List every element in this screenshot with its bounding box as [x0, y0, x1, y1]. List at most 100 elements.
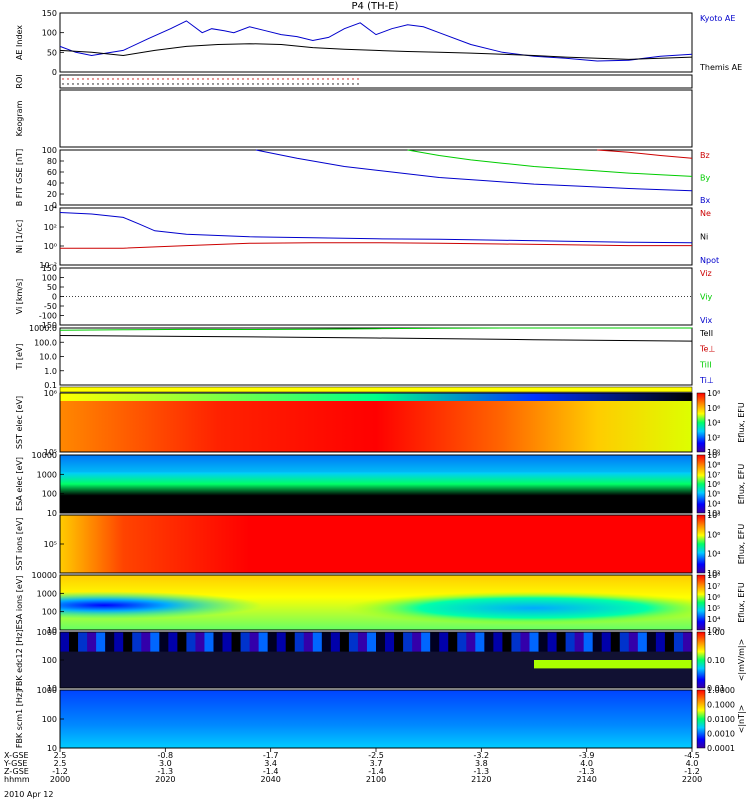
- heatmap-sst-elec-top: [60, 393, 692, 401]
- roi-flag: [267, 78, 269, 80]
- ylabel-ae: AE Index: [15, 25, 24, 60]
- ephemeris-value: 3.4: [264, 759, 277, 768]
- ephemeris-value: 4.0: [686, 759, 699, 768]
- fbk-edc-strip: [213, 632, 224, 652]
- ephemeris-value: -1.7: [263, 751, 279, 760]
- fbk-edc-strip: [682, 632, 693, 652]
- roi-flag: [217, 83, 219, 85]
- roi-flag: [307, 83, 309, 85]
- roi-flag: [167, 78, 169, 80]
- heatmap-esa-ions-blob2: [60, 575, 692, 630]
- roi-flag: [187, 83, 189, 85]
- series-teii: [59, 335, 693, 342]
- ytick: 10: [47, 684, 57, 693]
- ylabel-esa_i: ESA ions [eV]: [15, 576, 24, 630]
- roi-flag: [247, 83, 249, 85]
- fbk-edc-strip: [150, 632, 160, 652]
- roi-flag: [117, 78, 119, 80]
- panel-frame: [59, 149, 693, 206]
- ytick: -150: [39, 321, 57, 330]
- legend-teii: TeII: [699, 329, 713, 338]
- colorbar-tick: 10⁶: [707, 593, 720, 602]
- colorbar-tick: 10⁶: [707, 480, 720, 489]
- ytick: 10⁵: [44, 448, 57, 457]
- roi-flag: [157, 83, 159, 85]
- fbk-edc-strip: [493, 632, 503, 652]
- ephemeris-value: -3.9: [579, 751, 595, 760]
- ylabel-sst_e: SST elec [eV]: [15, 396, 24, 449]
- roi-flag: [177, 78, 179, 80]
- fbk-edc-strip: [267, 632, 278, 652]
- ephemeris-value: 3.8: [475, 759, 488, 768]
- ylabel-bfield: B FIT GSE [nT]: [15, 149, 24, 207]
- roi-flag: [92, 78, 94, 80]
- colorbar-tick: 10³: [707, 509, 720, 518]
- ytick: 20: [47, 190, 57, 199]
- panel-frame: [59, 12, 693, 73]
- colorbar-tick: 10⁴: [707, 499, 720, 508]
- colorbar-tick: 10⁶: [707, 404, 720, 413]
- roi-flag: [87, 83, 89, 85]
- roi-flag: [162, 78, 164, 80]
- roi-flag: [157, 78, 159, 80]
- roi-flag: [307, 78, 309, 80]
- roi-flag: [287, 78, 289, 80]
- fbk-edc-strip: [538, 632, 549, 652]
- roi-flag: [262, 78, 264, 80]
- fbk-edc-strip: [448, 632, 458, 652]
- ytick: 1000: [37, 589, 57, 598]
- roi-flag: [132, 78, 134, 80]
- fbk-edc-strip: [511, 632, 521, 652]
- series-tiii: [59, 327, 692, 331]
- fbk-edc-strip: [195, 632, 205, 652]
- roi-flag: [87, 78, 89, 80]
- roi-flag: [272, 83, 274, 85]
- roi-flag: [237, 83, 239, 85]
- fbk-edc-strip: [385, 632, 395, 652]
- ytick: 100: [42, 274, 57, 283]
- ephemeris-value: 2.5: [54, 759, 67, 768]
- ytick: 100: [42, 146, 57, 155]
- roi-flag: [267, 83, 269, 85]
- roi-flag: [322, 78, 324, 80]
- roi-flag: [97, 83, 99, 85]
- fbk-edc-strip: [547, 632, 558, 652]
- colorbar: [696, 514, 706, 574]
- roi-flag: [182, 78, 184, 80]
- fbk-edc-strip: [655, 632, 666, 652]
- ytick: 10⁰: [44, 242, 57, 251]
- fbk-edc-strip: [177, 632, 187, 652]
- colorbar-tick: 10⁸: [707, 571, 720, 580]
- colorbar: [696, 631, 706, 689]
- roi-flag: [192, 78, 194, 80]
- fbk-edc-strip: [159, 632, 169, 652]
- panel-sst_e: SST elec [eV] 10⁵ 10⁶ 10⁰ 10² 10⁴ 10⁶ 10⁸ Eflux,…: [15, 389, 746, 457]
- roi-flag: [247, 78, 249, 80]
- panel-fbk_scm: FBK scm1 [Hz] 10 100 1000 0.0001 0.0010 0.0100…: [15, 686, 746, 753]
- fbk-edc-strip: [628, 632, 639, 652]
- roi-flag: [357, 78, 359, 80]
- colorbar-tick: 0.0100: [707, 715, 735, 724]
- fbk-edc-strip: [168, 632, 178, 652]
- colorbar-label: Eflux, EFU: [737, 464, 746, 505]
- ytick: 10⁵: [44, 540, 57, 549]
- ytick: -100: [39, 312, 57, 321]
- ephemeris-label-1: Y-GSE: [3, 759, 27, 768]
- series-themis-ae: [59, 43, 693, 60]
- ytick: 10²: [44, 223, 57, 232]
- ephemeris-strip: [59, 386, 693, 393]
- series-bz: [597, 149, 693, 159]
- ytick: 10000: [32, 571, 57, 580]
- roi-flag: [287, 83, 289, 85]
- fbk-edc-strip: [96, 632, 106, 652]
- roi-flag: [142, 78, 144, 80]
- roi-flag: [347, 78, 349, 80]
- fbk-edc-strip: [231, 632, 242, 652]
- ephemeris-value: 2120: [471, 775, 491, 784]
- roi-flag: [277, 78, 279, 80]
- fbk-edc-strip: [78, 632, 88, 652]
- roi-flag: [197, 83, 199, 85]
- roi-flag: [257, 78, 259, 80]
- roi-flag: [212, 78, 214, 80]
- fbk-edc-strip: [123, 632, 133, 652]
